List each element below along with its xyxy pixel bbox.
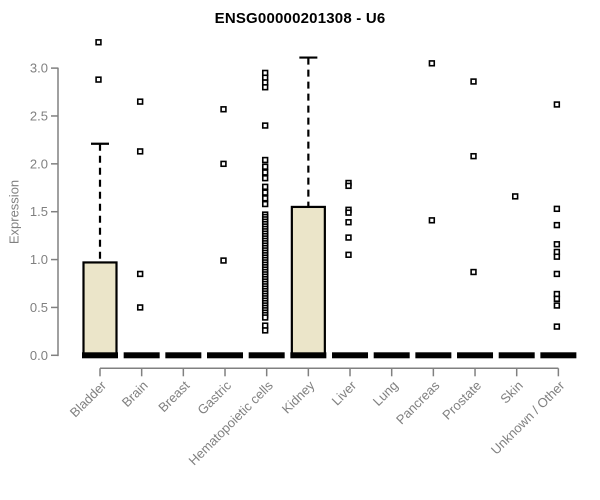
outlier-point [553,295,561,303]
y-tick-label: 3.0 [30,61,48,76]
outlier-point [95,76,102,83]
median-bar [373,352,410,359]
median-bar [290,352,327,359]
x-tick-label: Prostate [439,378,484,423]
outlier-point [428,60,436,67]
outlier-point [553,253,561,260]
outlier-point [261,122,269,129]
outlier-point [553,101,561,108]
median-bar [123,352,160,359]
median-bar [248,352,285,359]
outlier-point [470,78,477,85]
x-tick-label: Pancreas [393,377,443,427]
outlier-point [220,106,227,113]
outlier-point [261,195,269,202]
median-bar [207,352,244,359]
median-bar [82,352,118,359]
outlier-point [511,193,519,200]
outlier-point [261,183,269,191]
outlier-point [261,327,269,334]
y-tick-label: 2.0 [30,156,48,171]
outlier-point [553,302,561,309]
y-tick-label: 0.5 [30,300,48,315]
outlier-point [261,169,269,176]
box [82,261,118,357]
outlier-point [95,39,102,46]
x-tick-label: Skin [497,378,525,406]
chart-title: ENSG00000201308 - U6 [214,10,386,27]
y-tick-label: 0.0 [30,348,48,363]
outlier-point [261,200,269,208]
outlier-point [261,314,269,321]
outlier-point [261,163,269,170]
y-tick-label: 2.5 [30,108,48,123]
outlier-point [261,174,269,182]
outlier-point [220,257,227,264]
median-bar [498,352,535,359]
outlier-point [345,182,352,190]
y-tick-label: 1.5 [30,204,48,219]
outlier-point [261,189,269,196]
median-bar [540,352,577,359]
median-bar [165,352,202,359]
outlier-point [136,270,144,278]
outlier-point [553,323,561,330]
outlier-point [261,84,269,91]
y-tick-label: 1.0 [30,252,48,267]
median-bar [332,352,369,359]
x-tick-label: Bladder [67,377,110,420]
x-tick-label: Liver [329,377,360,408]
outlier-point [553,241,561,248]
outlier-point [261,156,269,164]
outlier-point [345,251,352,258]
median-bar [415,352,452,359]
outlier-point [345,209,352,216]
outlier-point [428,217,436,224]
outlier-point [345,219,352,226]
median-bar [457,352,494,359]
x-tick-label: Brain [119,378,151,410]
outlier-point [470,152,477,160]
outlier-point [553,205,561,213]
outlier-point [136,98,144,105]
x-tick-label: Gastric [194,377,234,417]
outlier-point [553,270,561,278]
x-tick-label: Breast [155,378,192,415]
outlier-point [136,148,144,155]
outlier-point [553,221,561,229]
x-tick-label: Lung [370,378,401,409]
x-tick-label: Unknown / Other [488,377,568,457]
outlier-point [220,160,227,168]
box [290,205,326,357]
outlier-point [136,304,144,311]
x-tick-label: Kidney [279,377,318,416]
outlier-point [470,268,477,276]
outlier-point [345,234,352,241]
